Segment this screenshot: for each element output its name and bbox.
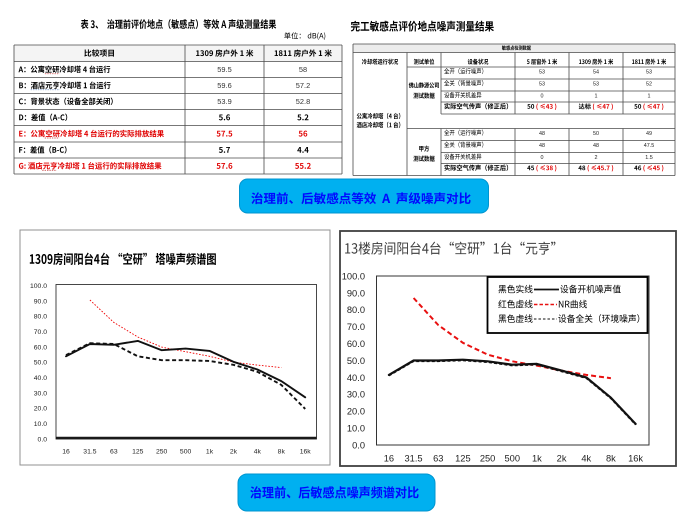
svg-text:100.0: 100.0	[30, 283, 47, 290]
svg-text:54: 54	[593, 69, 599, 75]
svg-text:125: 125	[132, 449, 144, 456]
svg-text:16: 16	[384, 454, 394, 464]
svg-text:48: 48	[593, 143, 599, 149]
svg-text:58: 58	[299, 65, 307, 74]
svg-text:50: 50	[593, 131, 599, 137]
svg-text:53.9: 53.9	[217, 97, 231, 106]
svg-text:70.0: 70.0	[34, 329, 47, 336]
svg-text:53: 53	[539, 69, 545, 75]
svg-text:4k: 4k	[254, 449, 262, 456]
svg-text:70.0: 70.0	[347, 322, 365, 332]
svg-text:63: 63	[433, 454, 443, 464]
svg-text:30.0: 30.0	[347, 390, 365, 400]
svg-text:80.0: 80.0	[347, 305, 365, 315]
svg-text:57.2: 57.2	[296, 81, 310, 90]
svg-text:47.5: 47.5	[644, 143, 655, 149]
svg-text:80.0: 80.0	[34, 314, 47, 321]
svg-text:0: 0	[541, 93, 544, 99]
svg-text:10.0: 10.0	[347, 424, 365, 434]
svg-text:40.0: 40.0	[347, 373, 365, 383]
svg-text:48: 48	[539, 143, 545, 149]
svg-text:1: 1	[648, 93, 651, 99]
svg-text:16k: 16k	[300, 449, 312, 456]
svg-text:49: 49	[646, 131, 652, 137]
svg-text:4k: 4k	[581, 454, 591, 464]
svg-text:8k: 8k	[606, 454, 616, 464]
svg-text:40.0: 40.0	[34, 375, 47, 382]
svg-text:2k: 2k	[230, 449, 238, 456]
svg-text:90.0: 90.0	[34, 298, 47, 305]
svg-text:500: 500	[180, 449, 192, 456]
svg-text:31.5: 31.5	[83, 449, 96, 456]
svg-text:60.0: 60.0	[347, 339, 365, 349]
svg-text:30.0: 30.0	[34, 390, 47, 397]
svg-text:31.5: 31.5	[405, 454, 423, 464]
svg-text:50.0: 50.0	[347, 356, 365, 366]
svg-text:2: 2	[595, 155, 598, 161]
svg-text:20.0: 20.0	[34, 406, 47, 413]
svg-text:1.5: 1.5	[645, 155, 653, 161]
svg-text:60.0: 60.0	[34, 344, 47, 351]
svg-text:63: 63	[110, 449, 118, 456]
svg-text:59.6: 59.6	[217, 81, 231, 90]
svg-text:1: 1	[595, 93, 598, 99]
svg-text:90.0: 90.0	[347, 288, 365, 298]
svg-text:59.5: 59.5	[217, 65, 231, 74]
svg-text:16: 16	[62, 449, 70, 456]
svg-text:0.0: 0.0	[38, 436, 48, 443]
svg-text:53: 53	[539, 81, 545, 87]
svg-text:8k: 8k	[278, 449, 286, 456]
svg-text:2k: 2k	[557, 454, 567, 464]
svg-text:10.0: 10.0	[34, 421, 47, 428]
svg-text:1k: 1k	[532, 454, 542, 464]
svg-text:50.0: 50.0	[34, 360, 47, 367]
svg-text:250: 250	[480, 454, 496, 464]
svg-text:52.8: 52.8	[296, 97, 310, 106]
svg-text:16k: 16k	[628, 454, 643, 464]
svg-text:53: 53	[646, 69, 652, 75]
svg-text:500: 500	[504, 454, 520, 464]
svg-text:100.0: 100.0	[342, 271, 365, 281]
svg-text:52: 52	[646, 81, 652, 87]
svg-text:125: 125	[455, 454, 471, 464]
svg-text:0: 0	[541, 155, 544, 161]
svg-text:1k: 1k	[206, 449, 214, 456]
svg-text:48: 48	[539, 131, 545, 137]
svg-text:20.0: 20.0	[347, 407, 365, 417]
svg-text:250: 250	[156, 449, 168, 456]
svg-text:53: 53	[593, 81, 599, 87]
svg-text:0.0: 0.0	[352, 440, 365, 450]
